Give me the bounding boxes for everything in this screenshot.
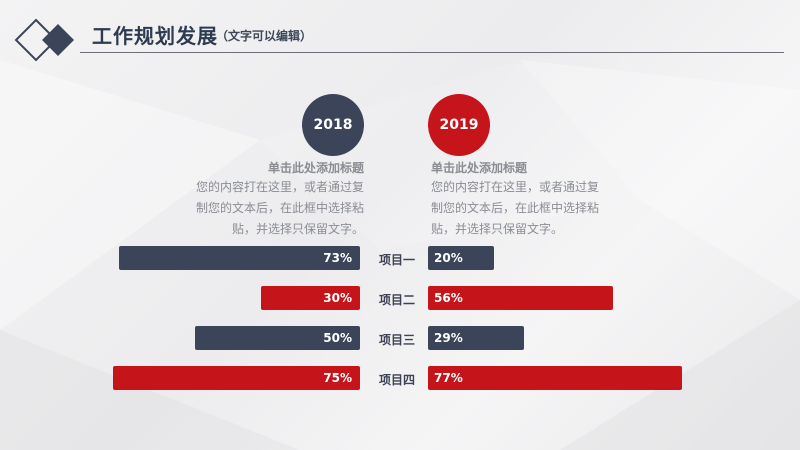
bar-left-3: 50% <box>195 326 360 350</box>
bar-left-1: 73% <box>119 246 360 270</box>
year-circle-left: 2018 <box>302 94 364 156</box>
bar-right-value-label: 56% <box>434 291 463 305</box>
category-label: 项目四 <box>378 373 415 387</box>
left-block-line: 贴，并选择只保留文字。 <box>231 222 364 236</box>
left-block-line: 您的内容打在这里，或者通过复 <box>195 180 364 194</box>
bar-left-4: 75% <box>112 366 360 390</box>
bar-right-3: 29% <box>428 326 524 350</box>
bar-right-2: 56% <box>428 286 613 310</box>
bar-left-value-label: 75% <box>323 371 352 385</box>
category-label: 项目一 <box>378 253 415 267</box>
right-block-line: 制您的文本后，在此框中选择粘 <box>431 201 600 215</box>
left-block-line: 制您的文本后，在此框中选择粘 <box>195 201 364 215</box>
right-block-title: 单击此处添加标题 <box>431 161 528 175</box>
year-circle-right: 2019 <box>428 94 490 156</box>
right-block-body: 您的内容打在这里，或者通过复 制您的文本后，在此框中选择粘 贴，并选择只保留文字… <box>431 177 616 240</box>
bar-left-value-label: 73% <box>323 251 352 265</box>
bar-right-value-label: 77% <box>434 371 463 385</box>
left-block-body: 您的内容打在这里，或者通过复 制您的文本后，在此框中选择粘 贴，并选择只保留文字… <box>179 177 364 240</box>
right-block-line: 贴，并选择只保留文字。 <box>431 222 564 236</box>
page-subtitle: （文字可以编辑） <box>216 29 313 43</box>
bar-right-1: 20% <box>428 246 494 270</box>
bar-left-value-label: 30% <box>323 291 352 305</box>
page-title: 工作规划发展 <box>92 24 218 48</box>
category-label: 项目二 <box>378 293 415 307</box>
bar-right-4: 77% <box>428 366 683 390</box>
bar-left-2: 30% <box>261 286 360 310</box>
bar-right-value-label: 20% <box>434 251 463 265</box>
header-divider <box>80 52 784 53</box>
logo-diamond-icon <box>14 18 74 62</box>
category-label: 项目三 <box>378 333 415 347</box>
bar-right-value-label: 29% <box>434 331 463 345</box>
left-block-title: 单击此处添加标题 <box>267 161 364 175</box>
bar-left-value-label: 50% <box>323 331 352 345</box>
right-block-line: 您的内容打在这里，或者通过复 <box>431 180 600 194</box>
